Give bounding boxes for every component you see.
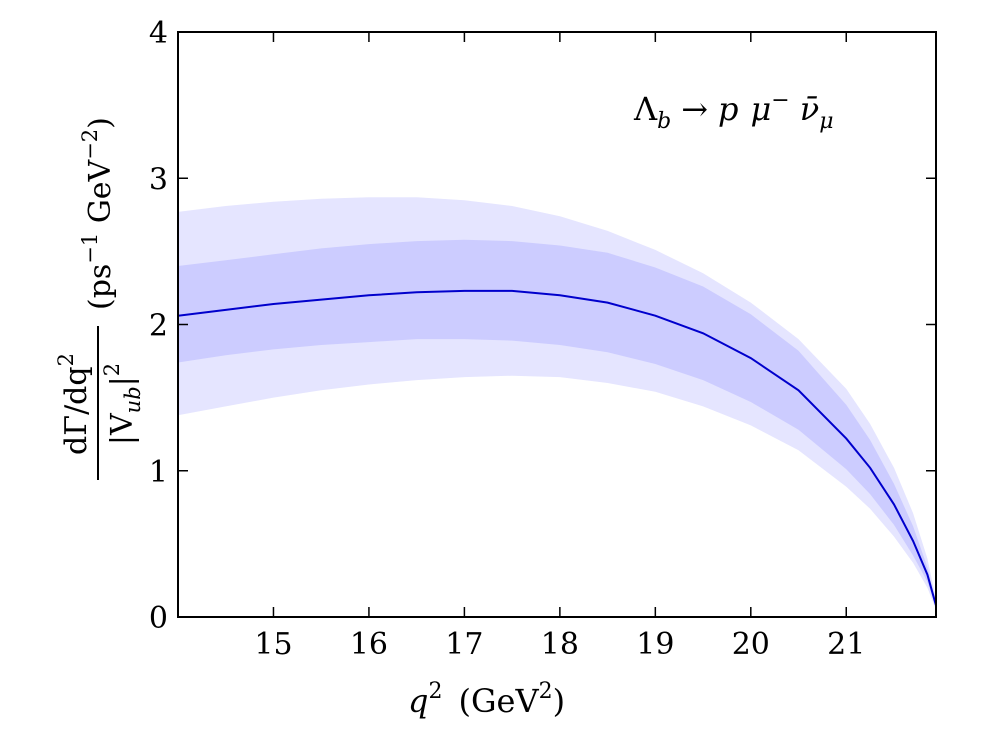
ylabel-unit-close: )	[83, 117, 118, 129]
x-tick-label: 15	[254, 627, 292, 662]
y-tick-label: 3	[149, 162, 168, 197]
ylabel-unit-sup1: −1	[78, 233, 102, 264]
xlabel-q-sup: 2	[428, 679, 442, 704]
xlabel-unit-open: (GeV	[458, 682, 539, 720]
x-tick-label: 17	[445, 627, 483, 662]
y-tick-label: 4	[149, 16, 168, 51]
ylabel-numerator: dΓ/dq2	[54, 353, 94, 455]
x-tick-label: 20	[732, 627, 770, 662]
x-tick-label: 16	[350, 627, 388, 662]
x-tick-label: 18	[541, 627, 579, 662]
annot-lambda-sub: b	[657, 109, 671, 134]
ylabel-denominator-sup: 2	[100, 363, 124, 376]
y-tick-label: 1	[149, 455, 168, 490]
xlabel-unit-close: )	[553, 682, 565, 720]
annot-arrow: →	[681, 90, 708, 128]
ylabel-unit-mid: GeV	[83, 158, 118, 232]
ylabel-denominator-open: |V	[105, 412, 140, 445]
annot-lambda: Λ	[633, 90, 658, 128]
inner-uncertainty-band	[178, 239, 936, 609]
annot-mu-sup: −	[771, 88, 789, 113]
y-tick-label: 2	[149, 309, 168, 344]
ylabel-denominator: |Vub|2	[100, 363, 145, 445]
y-tick-label: 0	[149, 601, 168, 636]
ylabel-denominator-close: |	[105, 376, 140, 386]
ylabel-denominator-sub: ub	[121, 386, 145, 413]
annot-p: p	[718, 90, 738, 128]
x-axis-label: q2 (GeV2)	[408, 679, 565, 720]
annot-mu: μ	[751, 90, 772, 128]
ylabel-unit: (ps−1 GeV−2)	[78, 117, 118, 310]
ylabel-unit-sup2: −2	[78, 129, 102, 160]
annot-nu: ν̄	[800, 90, 819, 128]
decay-annotation: Λb → p μ− ν̄μ	[633, 88, 834, 134]
x-tick-label: 21	[827, 627, 865, 662]
ylabel-unit-open: (ps	[83, 264, 118, 310]
annot-nu-sub: μ	[819, 109, 833, 134]
ylabel-numerator-text: dΓ/dq	[59, 366, 94, 455]
x-tick-label: 19	[636, 627, 674, 662]
y-axis-label: dΓ/dq2 |Vub|2 (ps−1 GeV−2)	[54, 117, 145, 480]
ylabel-numerator-sup: 2	[54, 353, 78, 366]
plot-area	[178, 197, 936, 610]
xlabel-q: q	[408, 682, 428, 720]
xlabel-unit-sup: 2	[539, 679, 553, 704]
central-value-line	[178, 289, 936, 606]
